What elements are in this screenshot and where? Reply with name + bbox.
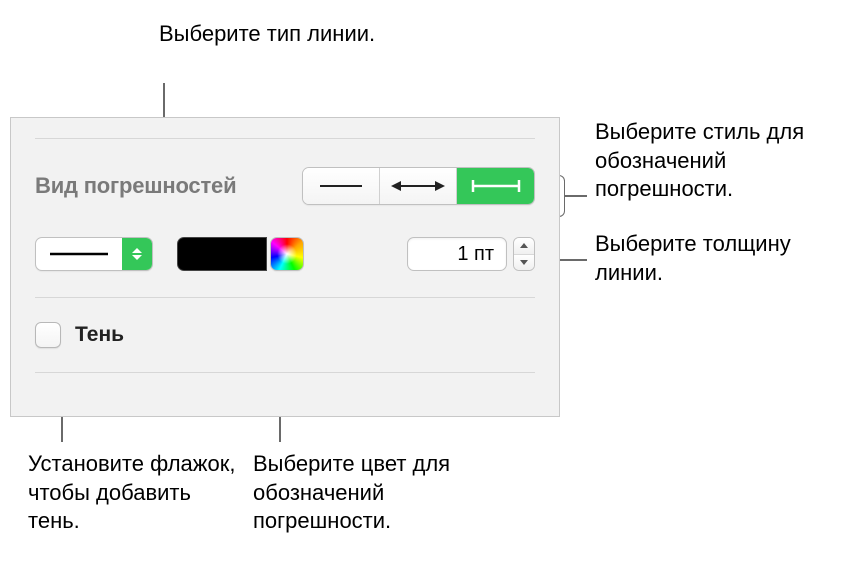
- error-bars-panel: Вид погрешностей: [10, 117, 560, 417]
- line-options-row: 1 пт: [35, 223, 535, 297]
- color-swatch-button[interactable]: [177, 237, 267, 271]
- line-thickness-stepper: 1 пт: [407, 237, 535, 271]
- seg-tbar-caps[interactable]: [457, 168, 534, 204]
- shadow-checkbox[interactable]: [35, 322, 61, 348]
- thickness-input[interactable]: 1 пт: [407, 237, 507, 271]
- error-endcap-style-segmented[interactable]: [302, 167, 535, 205]
- stepper-buttons: [513, 237, 535, 271]
- solid-line-icon: [48, 249, 110, 259]
- divider: [35, 372, 535, 373]
- seg-plain-line[interactable]: [303, 168, 380, 204]
- callout-shadow: Установите флажок, чтобы добавить тень.: [28, 450, 248, 536]
- line-arrow-icon: [391, 179, 445, 193]
- seg-arrow-caps[interactable]: [380, 168, 457, 204]
- callout-line-type: Выберите тип линии.: [159, 20, 399, 49]
- shadow-checkbox-label: Тень: [75, 323, 124, 347]
- chevron-down-icon: [520, 260, 528, 265]
- dropdown-caret: [122, 238, 152, 270]
- color-wheel-button[interactable]: [270, 237, 304, 271]
- stepper-increment[interactable]: [514, 238, 534, 255]
- line-type-dropdown[interactable]: [35, 237, 153, 271]
- chevron-up-icon: [520, 243, 528, 248]
- line-tbar-icon: [469, 178, 523, 194]
- callout-thickness: Выберите толщину линии.: [595, 230, 855, 287]
- error-style-row: Вид погрешностей: [35, 139, 535, 223]
- line-plain-icon: [318, 179, 364, 193]
- shadow-row: Тень: [35, 298, 535, 372]
- color-controls: [177, 237, 304, 271]
- leader-line: [565, 195, 587, 197]
- stepper-decrement[interactable]: [514, 255, 534, 271]
- section-label-error-style: Вид погрешностей: [35, 173, 236, 199]
- callout-color: Выберите цвет для обозначений погрешност…: [253, 450, 513, 536]
- line-type-preview: [36, 249, 122, 259]
- callout-error-style: Выберите стиль для обозначений погрешнос…: [595, 118, 855, 204]
